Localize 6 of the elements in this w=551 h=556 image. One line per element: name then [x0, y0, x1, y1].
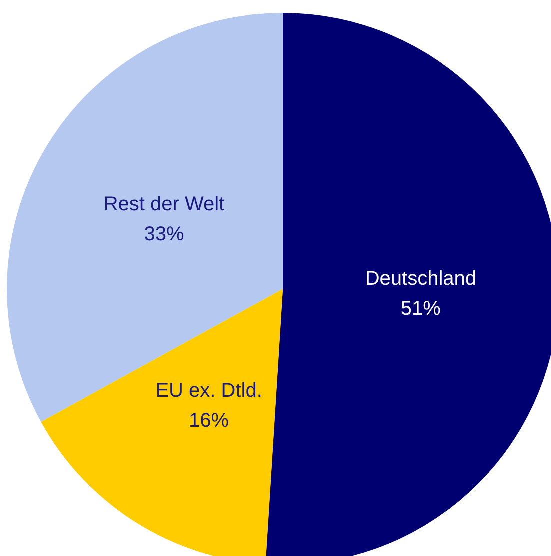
slice-label: Deutschland: [365, 268, 477, 290]
data-label: 51%: [400, 298, 442, 320]
data-label: 16%: [189, 410, 230, 432]
data-label: 33%: [144, 223, 184, 246]
slice-label: EU ex. Dtld.: [156, 380, 262, 402]
slice-label: Rest der Welt: [104, 193, 226, 216]
